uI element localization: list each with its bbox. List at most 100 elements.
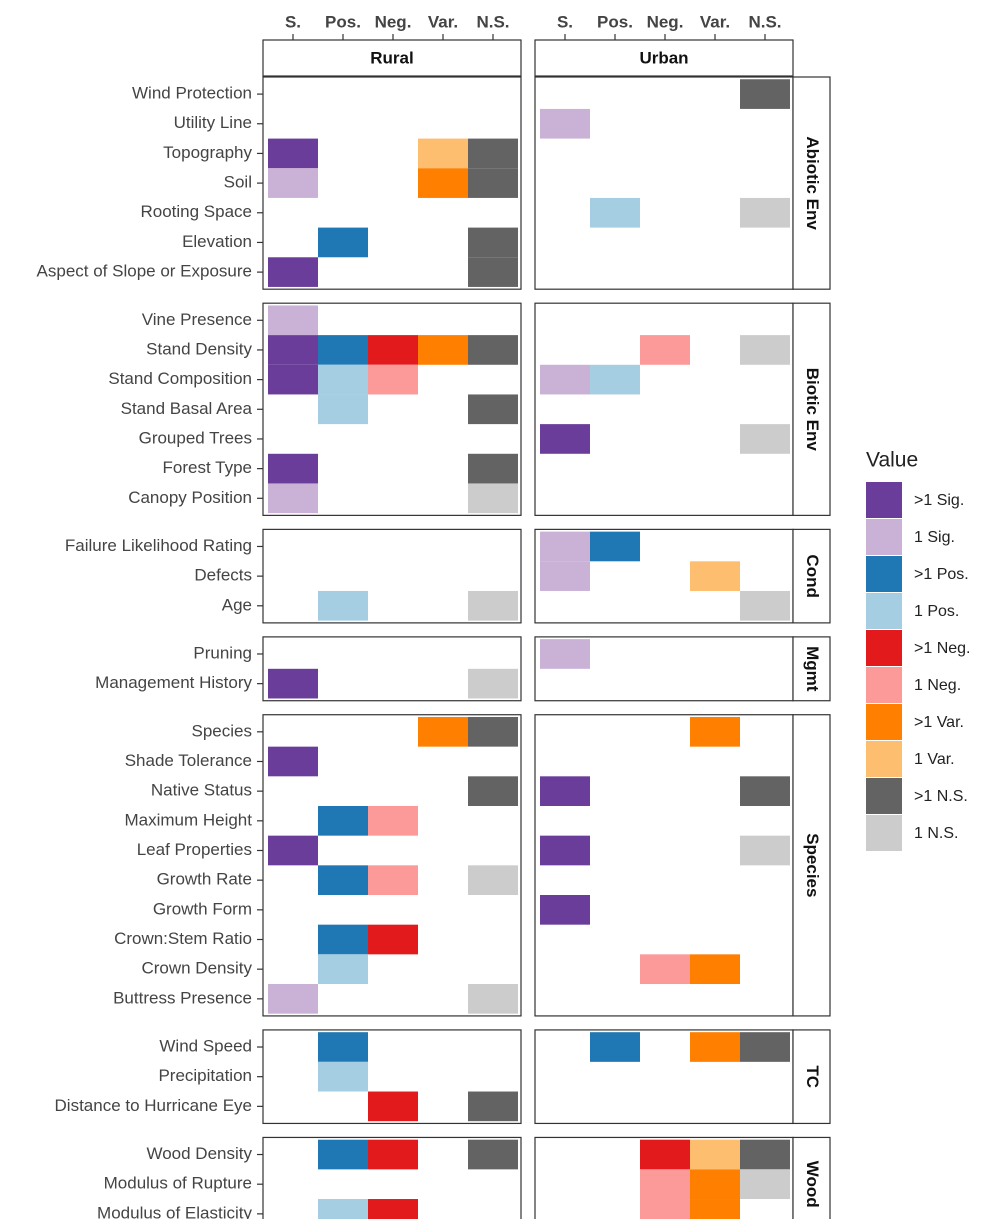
column-label: N.S. — [476, 12, 509, 31]
group-strip — [792, 714, 831, 1017]
tile — [468, 227, 518, 258]
legend-label: >1 N.S. — [914, 788, 968, 805]
tile — [690, 954, 740, 985]
group-strip — [792, 636, 831, 702]
row-label: Crown Density — [141, 959, 252, 978]
row-label: Age — [222, 595, 252, 614]
row-label: Soil — [224, 173, 252, 192]
tile — [368, 1199, 418, 1219]
tile — [468, 590, 518, 621]
tile — [468, 483, 518, 514]
group-strip — [792, 76, 831, 290]
row-label: Native Status — [151, 781, 252, 800]
tile — [468, 168, 518, 198]
tile — [418, 335, 468, 365]
tile — [368, 364, 418, 395]
row-label: Crown:Stem Ratio — [114, 929, 252, 948]
tile — [640, 1139, 690, 1170]
row-label: Stand Basal Area — [121, 399, 253, 418]
tile — [740, 197, 790, 228]
group-strip — [792, 302, 831, 516]
legend-key — [866, 667, 902, 703]
tile — [640, 954, 690, 985]
row-label: Leaf Properties — [137, 840, 252, 859]
tile — [268, 483, 318, 514]
row-label: Modulus of Rupture — [104, 1174, 252, 1193]
tile — [318, 1032, 368, 1062]
tile — [268, 364, 318, 395]
legend-label: >1 Sig. — [914, 492, 964, 509]
legend-key — [866, 741, 902, 777]
tile — [590, 531, 640, 562]
tile — [690, 1139, 740, 1170]
tile — [468, 335, 518, 365]
group-label: Wood — [803, 1161, 822, 1208]
tile — [540, 424, 590, 454]
row-label: Growth Form — [153, 899, 252, 918]
tile — [418, 716, 468, 747]
row-label: Wind Speed — [159, 1036, 252, 1055]
group-strip — [792, 1029, 831, 1125]
column-label: N.S. — [748, 12, 781, 31]
tile — [418, 138, 468, 169]
row-label: Canopy Position — [128, 488, 252, 507]
tile — [590, 197, 640, 228]
legend-key — [866, 704, 902, 740]
column-label: S. — [285, 12, 301, 31]
row-label: Wind Protection — [132, 84, 252, 103]
tile — [268, 746, 318, 777]
tile — [690, 561, 740, 591]
row-label: Buttress Presence — [113, 988, 252, 1007]
tile — [540, 561, 590, 591]
tile — [368, 805, 418, 836]
tile — [418, 168, 468, 198]
tile — [468, 716, 518, 747]
column-label: Var. — [428, 12, 458, 31]
legend-label: >1 Var. — [914, 714, 964, 731]
legend-key — [866, 519, 902, 555]
tile — [468, 257, 518, 287]
tile — [268, 835, 318, 866]
tile — [268, 453, 318, 484]
tile — [468, 1139, 518, 1170]
tile — [268, 305, 318, 336]
tile — [540, 639, 590, 669]
tile — [540, 108, 590, 139]
tile — [590, 1032, 640, 1062]
tile — [468, 1091, 518, 1122]
legend-label: 1 Pos. — [914, 603, 959, 620]
tile — [268, 168, 318, 198]
tile — [468, 776, 518, 806]
tile — [740, 424, 790, 454]
tile — [690, 1199, 740, 1219]
tile — [740, 776, 790, 806]
tile — [368, 924, 418, 955]
legend-label: >1 Pos. — [914, 566, 969, 583]
row-label: Aspect of Slope or Exposure — [37, 262, 252, 281]
tile — [318, 227, 368, 258]
tile — [740, 590, 790, 621]
tile — [318, 865, 368, 895]
column-label: S. — [557, 12, 573, 31]
tile — [268, 984, 318, 1014]
row-label: Precipitation — [158, 1066, 252, 1085]
column-label: Var. — [700, 12, 730, 31]
tile — [740, 1139, 790, 1170]
column-label: Pos. — [325, 12, 361, 31]
tile — [690, 716, 740, 747]
tile — [468, 984, 518, 1014]
group-label: Biotic Env — [803, 368, 822, 452]
tile — [318, 954, 368, 985]
group-strip — [792, 1136, 831, 1219]
tile — [540, 895, 590, 925]
group-label: Mgmt — [803, 646, 822, 692]
tile — [318, 394, 368, 425]
tile — [318, 590, 368, 621]
tile — [740, 335, 790, 365]
tile — [468, 394, 518, 425]
facet-label: Urban — [639, 48, 688, 67]
tile — [640, 1169, 690, 1200]
legend-key — [866, 482, 902, 518]
row-label: Grouped Trees — [139, 428, 252, 447]
tile — [368, 865, 418, 895]
